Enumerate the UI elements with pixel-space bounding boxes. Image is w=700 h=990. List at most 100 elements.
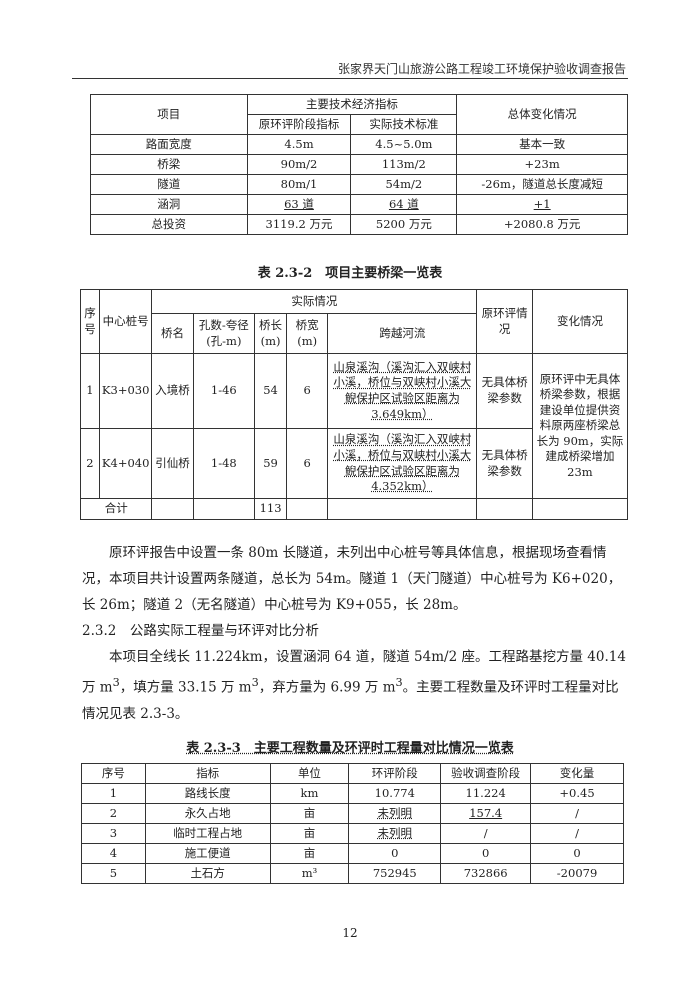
page-number: 12 [342, 926, 358, 940]
th-orig: 原环评阶段指标 [246, 114, 352, 135]
cell: +23m [456, 154, 628, 175]
th-len: 桥长(m) [254, 313, 287, 354]
cell: / [440, 823, 532, 844]
th-actual: 实际情况 [151, 289, 478, 314]
cell: 54m/2 [350, 174, 458, 195]
cell: K3+030 [98, 353, 153, 429]
cell: 基本一致 [456, 134, 628, 155]
text: 本项目全线长 11.224km，设置涵洞 64 道，隧道 54m/2 座。工程路… [82, 649, 626, 696]
cell: 10.774 [348, 783, 442, 804]
cell: 引仙桥 [151, 428, 194, 499]
cell: 0 [530, 843, 624, 864]
cell: 752945 [348, 863, 442, 884]
cell: 64 道 [350, 194, 458, 215]
th-orig: 原环评情况 [476, 289, 533, 354]
cell: 113m/2 [350, 154, 458, 175]
cell: m³ [269, 863, 350, 884]
th-stake: 中心桩号 [98, 289, 153, 354]
change-cell: 原环评中无具体桥梁参数，根据建设单位提供资料原两座桥梁总长为 90m，实际建成桥… [531, 353, 629, 499]
table-row: 桥梁 90m/2 113m/2 +23m [90, 154, 628, 175]
cell: +2080.8 万元 [456, 214, 628, 235]
cell: 入境桥 [151, 353, 194, 429]
sup: 3 [112, 676, 120, 689]
table-row: 5 土石方 m³ 752945 732866 -20079 [81, 863, 624, 884]
cell: 桥梁 [90, 154, 248, 175]
cell: 0 [348, 843, 442, 864]
th-river: 跨越河流 [327, 313, 478, 354]
cell: 环评阶段 [348, 763, 442, 784]
th-group: 主要技术经济指标 [246, 94, 458, 115]
header-rule [72, 78, 628, 79]
cell: km [269, 783, 350, 804]
cell: 路面宽度 [90, 134, 248, 155]
sup: 3 [395, 676, 403, 689]
th-width: 桥宽(m) [285, 313, 329, 354]
cell: 113 [254, 498, 287, 520]
cell: 变化量 [530, 763, 624, 784]
cell: 涵洞 [90, 194, 248, 215]
th-item: 项目 [90, 94, 248, 135]
cell: 4.5m [246, 134, 352, 155]
cell: 验收调查阶段 [440, 763, 532, 784]
table-row: 隧道 80m/1 54m/2 -26m，隧道总长度减短 [90, 174, 628, 195]
table-row: 2 K4+040 引仙桥 1-48 59 6 山泉溪沟（溪沟汇入双峡村小溪，桥位与双峡村小溪… [80, 428, 628, 499]
cell: -20079 [530, 863, 624, 884]
cell: 隧道 [90, 174, 248, 195]
th-name: 桥名 [151, 313, 194, 354]
table-caption-2-3-2: 表 2.3-2 项目主要桥梁一览表 [257, 266, 443, 281]
paragraph-quantities: 本项目全线长 11.224km，设置涵洞 64 道，隧道 54m/2 座。工程路… [82, 644, 628, 727]
cell: 63 道 [246, 194, 352, 215]
cell: 4.5~5.0m [350, 134, 458, 155]
cell: 施工便道 [144, 843, 271, 864]
cell: 路线长度 [144, 783, 271, 804]
cell: 1 [80, 353, 100, 429]
cell: 2 [81, 803, 146, 824]
cell: 3 [81, 823, 146, 844]
cell: 732866 [440, 863, 532, 884]
header-row: 序号 指标 单位 环评阶段 验收调查阶段 变化量 [81, 763, 624, 784]
th-change: 总体变化情况 [456, 94, 628, 135]
cell: 无具体桥梁参数 [476, 353, 533, 429]
cell: 亩 [269, 843, 350, 864]
table-row: 4 施工便道亩 0 0 0 [81, 843, 624, 864]
cell: 山泉溪沟（溪沟汇入双峡村小溪，桥位与双峡村小溪大鲵保护区试验区距离为4.352k… [327, 428, 478, 499]
table-row: 3 临时工程占地亩未列明 / / [81, 823, 624, 844]
quantity-comparison-table: 序号 指标 单位 环评阶段 验收调查阶段 变化量 1 路线长度 km 10.774 11.224 +0… [81, 763, 624, 884]
paragraph-tunnel: 原环评报告中设置一条 80m 长隧道，未列出中心桩号等具体信息，根据现场查看情况… [82, 545, 622, 613]
cell: 4 [81, 843, 146, 864]
cell: 单位 [269, 763, 350, 784]
cell: 永久占地 [144, 803, 271, 824]
cell: +0.45 [530, 783, 624, 804]
cell: 山泉溪沟（溪沟汇入双峡村小溪，桥位与双峡村小溪大鲵保护区试验区距离为3.649k… [327, 353, 478, 429]
cell: 2 [80, 428, 100, 499]
table-row: 2 永久占地亩未列明 157.4/ [81, 803, 624, 824]
cell: 54 [254, 353, 287, 429]
cell: 合计 [79, 498, 153, 520]
th-span: 孔数-夸径(孔-m) [192, 313, 256, 354]
cell: 土石方 [144, 863, 271, 884]
cell: 未列明 [348, 803, 442, 824]
th-no: 序号 [80, 289, 100, 354]
text: 。主要工程数量及环评时工程量对比情况见表 2.3-3。 [82, 679, 619, 722]
bridge-table: 序号 中心桩号 实际情况 原环评情况 变化情况 桥名 孔数-夸径(孔-m) 桥长(m) 桥宽(… [79, 289, 629, 520]
total-row: 合计 113 [79, 498, 629, 520]
cell: / [530, 803, 624, 824]
cell: +1 [456, 194, 628, 215]
text: ，填方量 33.15 万 m [119, 679, 252, 696]
sup: 3 [251, 676, 259, 689]
cell: 5200 万元 [350, 214, 458, 235]
table-row: 总投资 3119.2 万元 5200 万元 +2080.8 万元 [90, 214, 628, 235]
running-header: 张家界天门山旅游公路工程竣工环境保护验收调查报告 [337, 62, 626, 76]
cell: 亩 [269, 823, 350, 844]
cell: 序号 [81, 763, 146, 784]
cell: 11.224 [440, 783, 532, 804]
cell: K4+040 [98, 428, 153, 499]
cell: 指标 [144, 763, 271, 784]
cell: 临时工程占地 [144, 823, 271, 844]
cell: 无具体桥梁参数 [476, 428, 533, 499]
cell: 总投资 [90, 214, 248, 235]
table-row: 涵洞 63 道 64 道 +1 [90, 194, 628, 215]
th-actual: 实际技术标准 [350, 114, 458, 135]
cell: 1 [81, 783, 146, 804]
